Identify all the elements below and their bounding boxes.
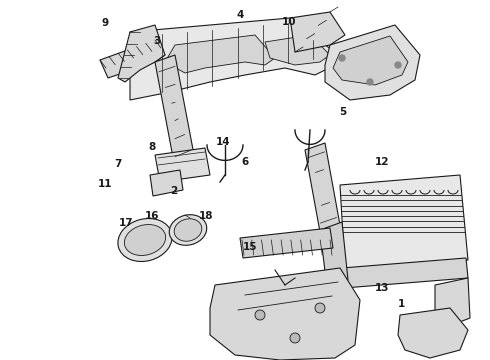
- Ellipse shape: [174, 219, 202, 241]
- Text: 14: 14: [216, 137, 230, 147]
- Text: 17: 17: [119, 218, 134, 228]
- Polygon shape: [130, 18, 345, 100]
- Text: 13: 13: [375, 283, 390, 293]
- Polygon shape: [325, 25, 420, 100]
- Polygon shape: [342, 258, 468, 288]
- Polygon shape: [435, 278, 470, 325]
- Polygon shape: [320, 222, 348, 288]
- Text: 11: 11: [98, 179, 113, 189]
- Ellipse shape: [124, 225, 166, 256]
- Polygon shape: [340, 175, 468, 270]
- Polygon shape: [290, 12, 345, 52]
- Polygon shape: [100, 40, 165, 78]
- Polygon shape: [210, 268, 360, 360]
- Text: 9: 9: [102, 18, 109, 28]
- Circle shape: [339, 55, 345, 61]
- Text: 8: 8: [148, 142, 155, 152]
- Polygon shape: [305, 143, 340, 232]
- Circle shape: [255, 310, 265, 320]
- Polygon shape: [333, 36, 408, 85]
- Circle shape: [315, 303, 325, 313]
- Text: 1: 1: [398, 299, 405, 309]
- Text: 12: 12: [375, 157, 390, 167]
- Ellipse shape: [118, 219, 172, 261]
- Polygon shape: [265, 35, 330, 65]
- Text: 16: 16: [145, 211, 159, 221]
- Text: 3: 3: [153, 36, 160, 46]
- Polygon shape: [398, 308, 468, 358]
- Polygon shape: [155, 55, 195, 168]
- Ellipse shape: [169, 215, 207, 245]
- Polygon shape: [118, 25, 165, 82]
- Polygon shape: [240, 228, 333, 258]
- Text: 2: 2: [171, 186, 177, 196]
- Polygon shape: [155, 148, 210, 182]
- Text: 18: 18: [198, 211, 213, 221]
- Polygon shape: [165, 35, 275, 73]
- Text: 4: 4: [236, 10, 244, 20]
- Polygon shape: [150, 170, 183, 196]
- Circle shape: [367, 79, 373, 85]
- Circle shape: [290, 333, 300, 343]
- Text: 15: 15: [243, 242, 257, 252]
- Text: 5: 5: [340, 107, 346, 117]
- Text: 6: 6: [242, 157, 248, 167]
- Text: 7: 7: [114, 159, 122, 169]
- Text: 10: 10: [282, 17, 296, 27]
- Circle shape: [395, 62, 401, 68]
